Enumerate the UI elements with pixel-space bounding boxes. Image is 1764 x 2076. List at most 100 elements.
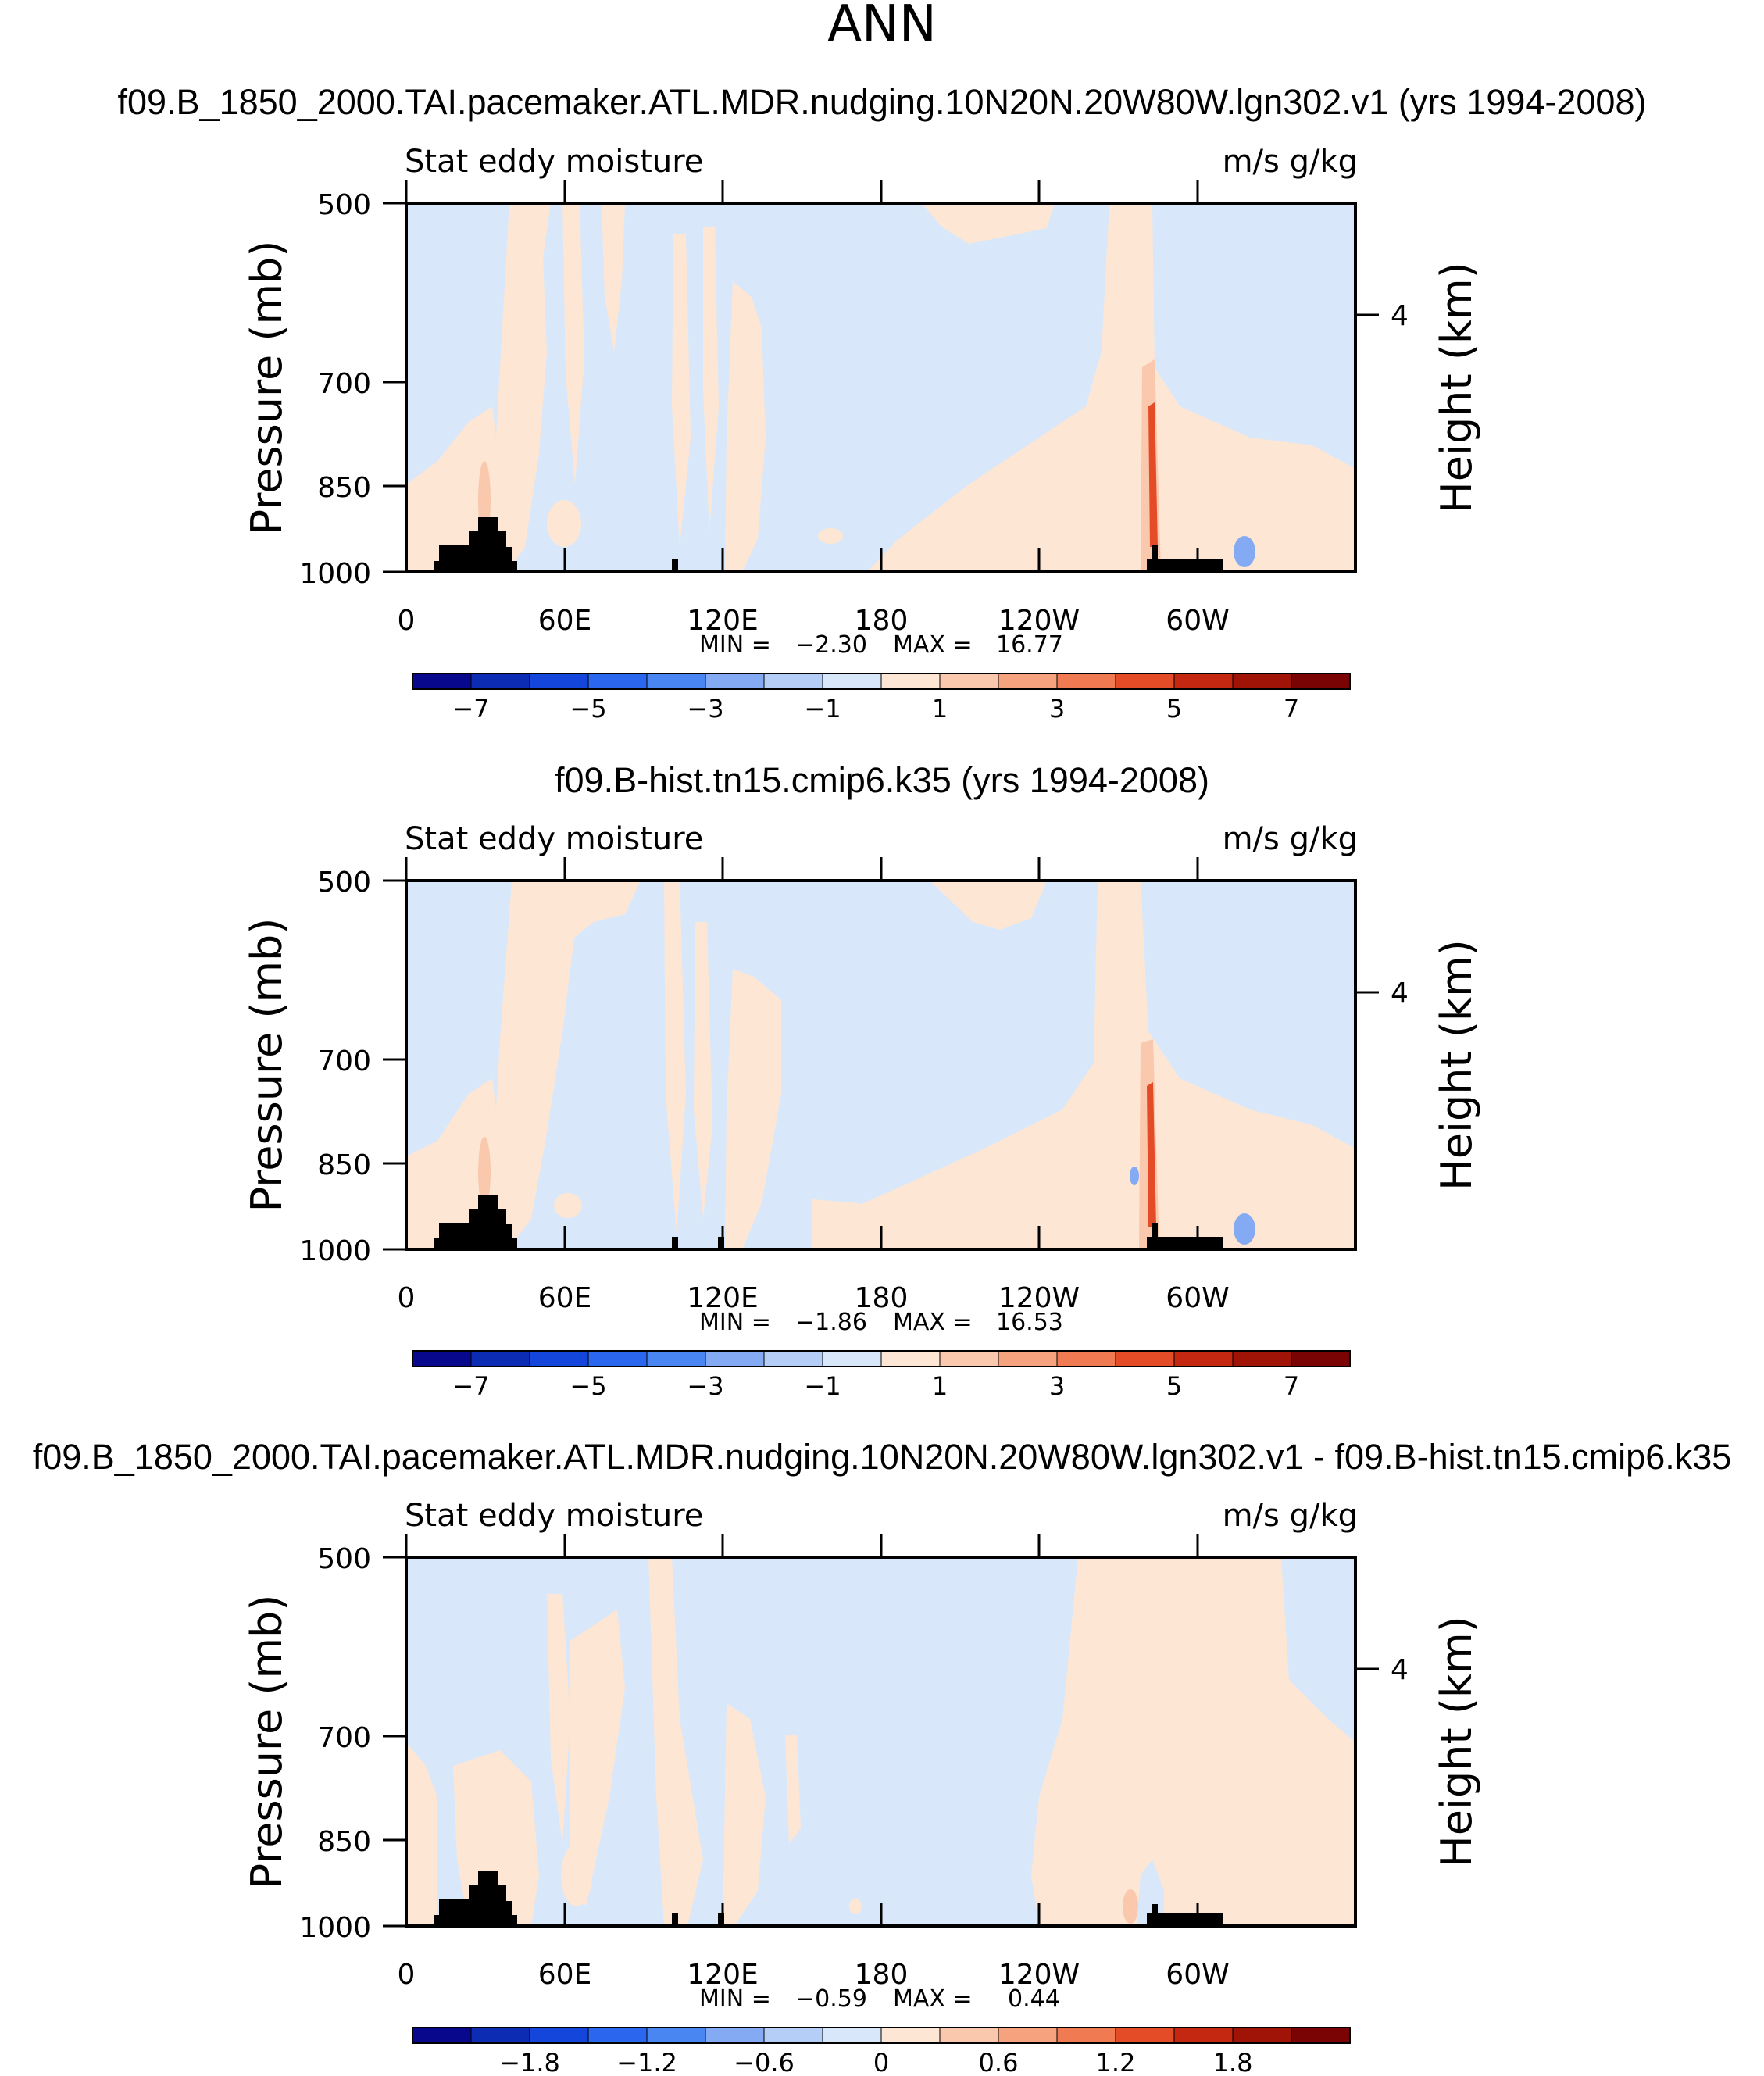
x-tick-label: 180 <box>855 605 909 637</box>
max-value: 16.53 <box>996 1309 1063 1336</box>
negative-blob-1 <box>1234 1213 1255 1245</box>
panel-left-label: Stat eddy moisture <box>405 144 703 180</box>
topography <box>434 517 1223 572</box>
topography-africa <box>434 1871 517 1926</box>
min-max: MIN = −0.59 MAX = 0.44 <box>699 1985 1060 2013</box>
colorbar-swatch <box>646 1350 706 1367</box>
colorbar-label: 3 <box>1049 694 1065 724</box>
colorbar-swatch <box>1291 2027 1351 2044</box>
colorbar-label: 3 <box>1049 1371 1065 1401</box>
strong-core <box>1148 402 1158 547</box>
topography-africa <box>434 517 517 572</box>
x-tick-label: 120W <box>998 605 1080 637</box>
x-tick-label: 0 <box>398 1282 416 1314</box>
negative-blob-2 <box>1130 1167 1139 1185</box>
y-tick-label: 1000 <box>299 558 371 590</box>
y-tick-label: 700 <box>317 368 371 400</box>
panel-title: f09.B-hist.tn15.cmip6.k35 (yrs 1994-2008… <box>555 760 1209 800</box>
topography-small-peak <box>672 1913 678 1926</box>
x-tick-label: 60W <box>1166 1959 1229 1991</box>
topography-andes <box>1147 545 1223 572</box>
colorbar-swatch <box>470 673 530 690</box>
topography-small-peak-2 <box>718 1913 724 1926</box>
colorbar-swatch <box>587 1350 648 1367</box>
x-tick-label: 120E <box>687 605 758 637</box>
colorbar-swatch <box>1291 1350 1351 1367</box>
y-axis-label-right: Height (km) <box>1432 939 1481 1191</box>
positive-region-thin-column-1 <box>664 881 686 1235</box>
min-label: MIN = <box>699 1985 771 2013</box>
positive-region-atlantic-wedge <box>812 881 1355 1249</box>
axes: 500 700 850 1000 4 <box>242 857 1481 1314</box>
colorbar-swatch <box>939 673 999 690</box>
topography-small-peak <box>672 559 678 572</box>
colorbar-label: 7 <box>1284 694 1299 724</box>
colorbar-swatch <box>822 1350 882 1367</box>
colorbar-swatch <box>939 2027 999 2044</box>
colorbar-swatch <box>880 1350 941 1367</box>
positive-region-africa-column <box>406 1078 500 1249</box>
y-tick-label: 500 <box>317 189 371 221</box>
topography-small-peak-2 <box>718 1237 724 1249</box>
positive-region-atlantic-wedge <box>867 203 1355 572</box>
colorbar-swatch <box>763 673 823 690</box>
colorbar-frame <box>412 673 1351 690</box>
positive-region-west-column <box>477 881 641 1249</box>
plot-area <box>405 202 1357 573</box>
axes: 500 700 850 1000 4 <box>242 180 1481 637</box>
colorbar: −7 −5 −3 −1 1 3 5 7 <box>412 673 1351 724</box>
colorbar-frame <box>412 2027 1351 2044</box>
colorbar-swatch <box>1173 673 1234 690</box>
panel-2: f09.B-hist.tn15.cmip6.k35 (yrs 1994-2008… <box>242 760 1481 1401</box>
colorbar-swatch <box>529 673 589 690</box>
colorbar-swatch <box>1056 673 1116 690</box>
colorbar: −7 −5 −3 −1 1 3 5 7 <box>412 1350 1351 1401</box>
y-ticks-right: 4 <box>1355 1654 1409 1686</box>
colorbar-label: 1.2 <box>1096 2048 1136 2076</box>
colorbar-label: −3 <box>687 694 723 724</box>
colorbar-swatch <box>880 2027 941 2044</box>
contour-regions <box>406 203 1355 572</box>
y-tick-label: 850 <box>317 472 371 504</box>
positive-region-indian-ocean <box>725 281 766 572</box>
colorbar-label: 7 <box>1284 1371 1299 1401</box>
colorbar-swatch <box>412 1350 472 1367</box>
colorbar-swatch <box>1173 1350 1234 1367</box>
colorbar-swatch <box>1056 2027 1116 2044</box>
topography-small-peak <box>672 1237 678 1249</box>
x-tick-label: 60W <box>1166 1282 1229 1314</box>
plot-area <box>405 1556 1357 1928</box>
positive-blob-1 <box>547 500 581 547</box>
max-value: 0.44 <box>1008 1985 1060 2013</box>
topography <box>434 1871 1223 1926</box>
colorbar-swatch <box>822 673 882 690</box>
colorbar-frame <box>412 1350 1351 1367</box>
x-tick-label: 60E <box>538 605 592 637</box>
x-ticks: 0 60E 120E 180 120W 60W <box>398 1534 1230 1991</box>
y-tick-label: 700 <box>317 1045 371 1077</box>
mid-positive-blob <box>1123 1889 1138 1924</box>
colorbar-label: −7 <box>452 1371 489 1401</box>
colorbar-swatch <box>1115 1350 1175 1367</box>
topography-andes <box>1147 1223 1223 1249</box>
colorbar-swatch <box>705 2027 765 2044</box>
contour-regions <box>406 1557 1355 1926</box>
plot-area <box>405 879 1357 1251</box>
colorbar-label: 1 <box>932 694 948 724</box>
x-tick-label: 60W <box>1166 605 1229 637</box>
positive-region-column-c <box>648 1557 703 1926</box>
positive-blob-2 <box>818 528 843 544</box>
colorbar-swatch <box>705 673 765 690</box>
y-tick-label: 1000 <box>299 1235 371 1267</box>
colorbar-swatch <box>646 673 706 690</box>
y-tick-label: 850 <box>317 1149 371 1181</box>
y-ticks-right: 4 <box>1355 300 1409 332</box>
y-tick-label: 700 <box>317 1722 371 1754</box>
positive-region-column-e <box>785 1735 801 1844</box>
y-tick-label: 850 <box>317 1826 371 1858</box>
positive-region-thin-column-4 <box>703 227 719 531</box>
topography-africa <box>434 1195 517 1249</box>
positive-region-thin-column-2 <box>694 922 712 1219</box>
y-right-tick-label: 4 <box>1391 1654 1409 1686</box>
colorbar-swatch <box>1056 1350 1116 1367</box>
